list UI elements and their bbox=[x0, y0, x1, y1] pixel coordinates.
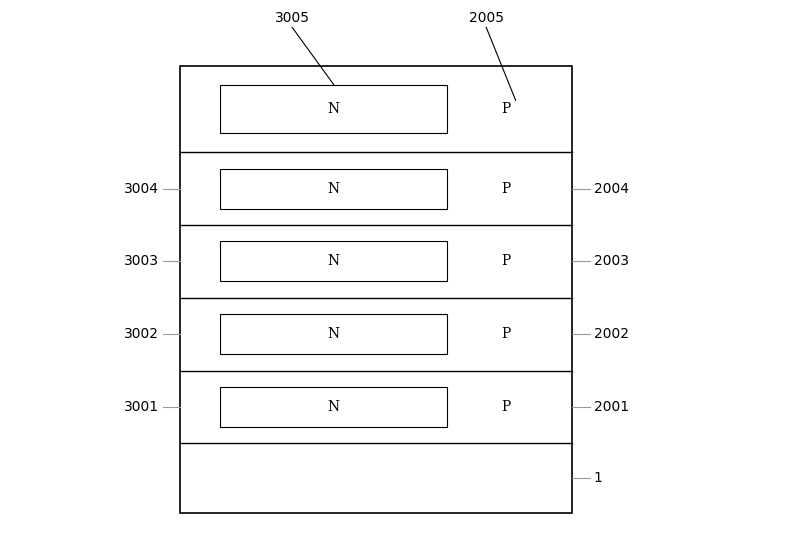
Bar bbox=[220, 169, 447, 209]
Bar bbox=[220, 314, 447, 354]
Bar bbox=[220, 85, 447, 133]
Text: 3002: 3002 bbox=[124, 327, 159, 341]
Text: 3001: 3001 bbox=[124, 400, 159, 414]
Text: 1: 1 bbox=[594, 471, 602, 485]
Text: 2003: 2003 bbox=[594, 255, 629, 268]
Text: P: P bbox=[502, 182, 510, 196]
Text: N: N bbox=[327, 255, 339, 268]
Text: 2002: 2002 bbox=[594, 327, 629, 341]
Text: N: N bbox=[327, 400, 339, 414]
Bar bbox=[181, 66, 573, 513]
Bar bbox=[220, 387, 447, 427]
Text: P: P bbox=[502, 400, 510, 414]
Text: P: P bbox=[502, 102, 510, 116]
Text: 2001: 2001 bbox=[594, 400, 629, 414]
Text: 3004: 3004 bbox=[124, 182, 159, 196]
Text: 2004: 2004 bbox=[594, 182, 629, 196]
Text: P: P bbox=[502, 327, 510, 341]
Text: N: N bbox=[327, 327, 339, 341]
Text: N: N bbox=[327, 102, 339, 116]
Text: N: N bbox=[327, 182, 339, 196]
Text: 3003: 3003 bbox=[124, 255, 159, 268]
Text: 2005: 2005 bbox=[469, 11, 504, 25]
Text: P: P bbox=[502, 255, 510, 268]
Bar bbox=[220, 241, 447, 281]
Text: 3005: 3005 bbox=[274, 11, 310, 25]
